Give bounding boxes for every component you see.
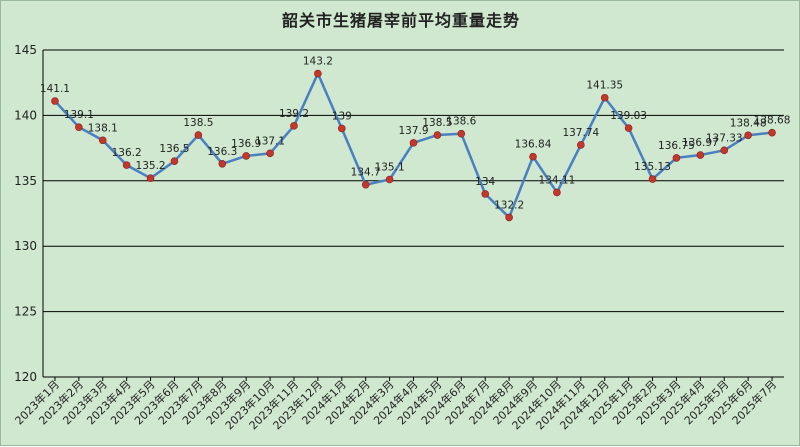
data-point	[290, 122, 298, 130]
data-point	[553, 188, 561, 197]
data-label: 134.11	[539, 174, 576, 186]
data-label: 135.1	[375, 161, 405, 173]
data-label: 138.48	[730, 117, 767, 129]
data-point	[672, 154, 681, 162]
data-point	[75, 123, 83, 131]
data-label: 138.68	[754, 115, 791, 127]
data-label: 139.03	[610, 110, 647, 122]
y-tick-label: 120	[14, 370, 37, 384]
data-point	[529, 152, 537, 161]
data-label: 137.74	[562, 127, 599, 139]
data-point	[696, 151, 705, 159]
data-label: 138.5	[183, 117, 213, 129]
data-point	[409, 139, 418, 147]
data-point	[146, 174, 155, 182]
data-point	[361, 180, 370, 189]
data-label: 136.75	[658, 140, 695, 152]
data-point	[505, 213, 513, 222]
data-point	[648, 175, 657, 183]
data-label: 134.7	[351, 167, 381, 179]
data-label: 135.2	[136, 160, 166, 172]
data-label: 143.2	[303, 56, 333, 68]
data-point	[720, 146, 729, 155]
data-point	[337, 124, 346, 133]
data-label: 136.9	[231, 138, 261, 150]
data-point	[51, 97, 59, 105]
data-label: 138.1	[88, 122, 118, 134]
data-point	[744, 131, 752, 140]
y-tick-label: 135	[14, 174, 37, 188]
data-point	[768, 128, 776, 137]
data-point	[457, 129, 466, 138]
data-point	[385, 175, 394, 184]
data-point	[170, 157, 179, 165]
data-point	[577, 141, 585, 149]
data-label: 136.3	[207, 146, 237, 158]
chart-title: 韶关市生猪屠宰前平均重量走势	[281, 11, 520, 30]
data-point	[481, 190, 490, 198]
data-point	[314, 69, 322, 78]
y-tick-label: 145	[14, 43, 37, 57]
y-tick-label: 140	[14, 108, 37, 122]
y-tick-label: 130	[14, 239, 37, 253]
data-label: 141.1	[40, 83, 70, 95]
data-label: 136.84	[515, 139, 552, 151]
data-point	[242, 152, 250, 160]
data-label: 136.5	[159, 143, 189, 155]
data-label: 139.1	[64, 109, 94, 121]
data-label: 136.2	[112, 147, 142, 159]
data-label: 135.13	[634, 161, 671, 173]
data-point	[624, 124, 633, 132]
data-label: 137.9	[398, 125, 428, 137]
data-point	[600, 93, 609, 102]
data-point	[194, 131, 203, 139]
data-label: 134	[475, 176, 495, 188]
data-point	[266, 149, 274, 158]
y-tick-label: 125	[14, 305, 37, 319]
data-label: 137.1	[255, 135, 285, 147]
data-point	[122, 161, 131, 169]
data-point	[98, 136, 107, 145]
data-label: 138.6	[446, 116, 476, 128]
data-label: 141.35	[586, 80, 623, 92]
data-label: 136.97	[682, 137, 719, 149]
data-label: 137.33	[706, 132, 743, 144]
data-label: 138.5	[422, 117, 452, 129]
data-label: 132.2	[494, 199, 524, 211]
data-point	[218, 159, 227, 168]
data-label: 139.2	[279, 108, 309, 120]
data-label: 139	[332, 110, 352, 122]
data-point	[433, 131, 442, 139]
